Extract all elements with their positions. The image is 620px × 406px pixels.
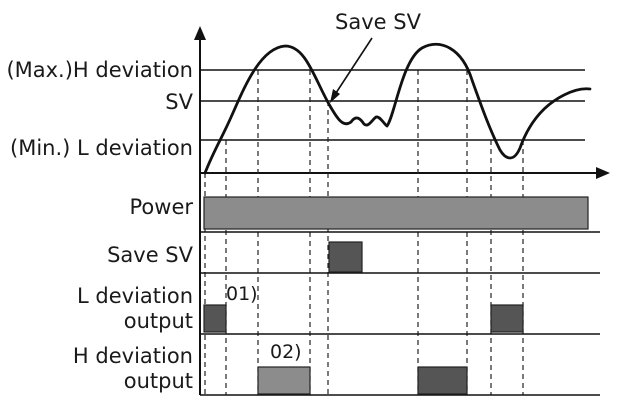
marker-02: 02) [270, 341, 302, 363]
process-value-curve [203, 42, 592, 175]
h-deviation-bar-first [257, 366, 311, 395]
l-deviation-output-label-line1: L deviation [77, 284, 193, 308]
l-deviation-bar-second [490, 304, 524, 333]
h-deviation-label: (Max.)H deviation [6, 58, 193, 82]
l-deviation-output-label-line2: output [124, 309, 193, 333]
l-deviation-bar-first [203, 304, 227, 333]
save-sv-callout-label: Save SV [335, 10, 422, 34]
save-sv-row-label: Save SV [107, 243, 194, 267]
l-deviation-label: (Min.) L deviation [10, 136, 193, 160]
sv-label: SV [165, 90, 193, 114]
h-deviation-output-label-line1: H deviation [73, 344, 193, 368]
power-bar [203, 196, 589, 230]
marker-01: 01) [226, 283, 258, 305]
h-deviation-bar-second [417, 366, 468, 395]
x-axis-arrow [596, 167, 610, 179]
save-sv-callout-leader [333, 37, 373, 97]
h-deviation-output-label-line2: output [124, 369, 193, 393]
save-sv-callout-arrow [330, 89, 340, 103]
y-axis-arrow [194, 26, 206, 40]
power-row-label: Power [130, 195, 194, 219]
save-sv-bar [328, 241, 363, 273]
